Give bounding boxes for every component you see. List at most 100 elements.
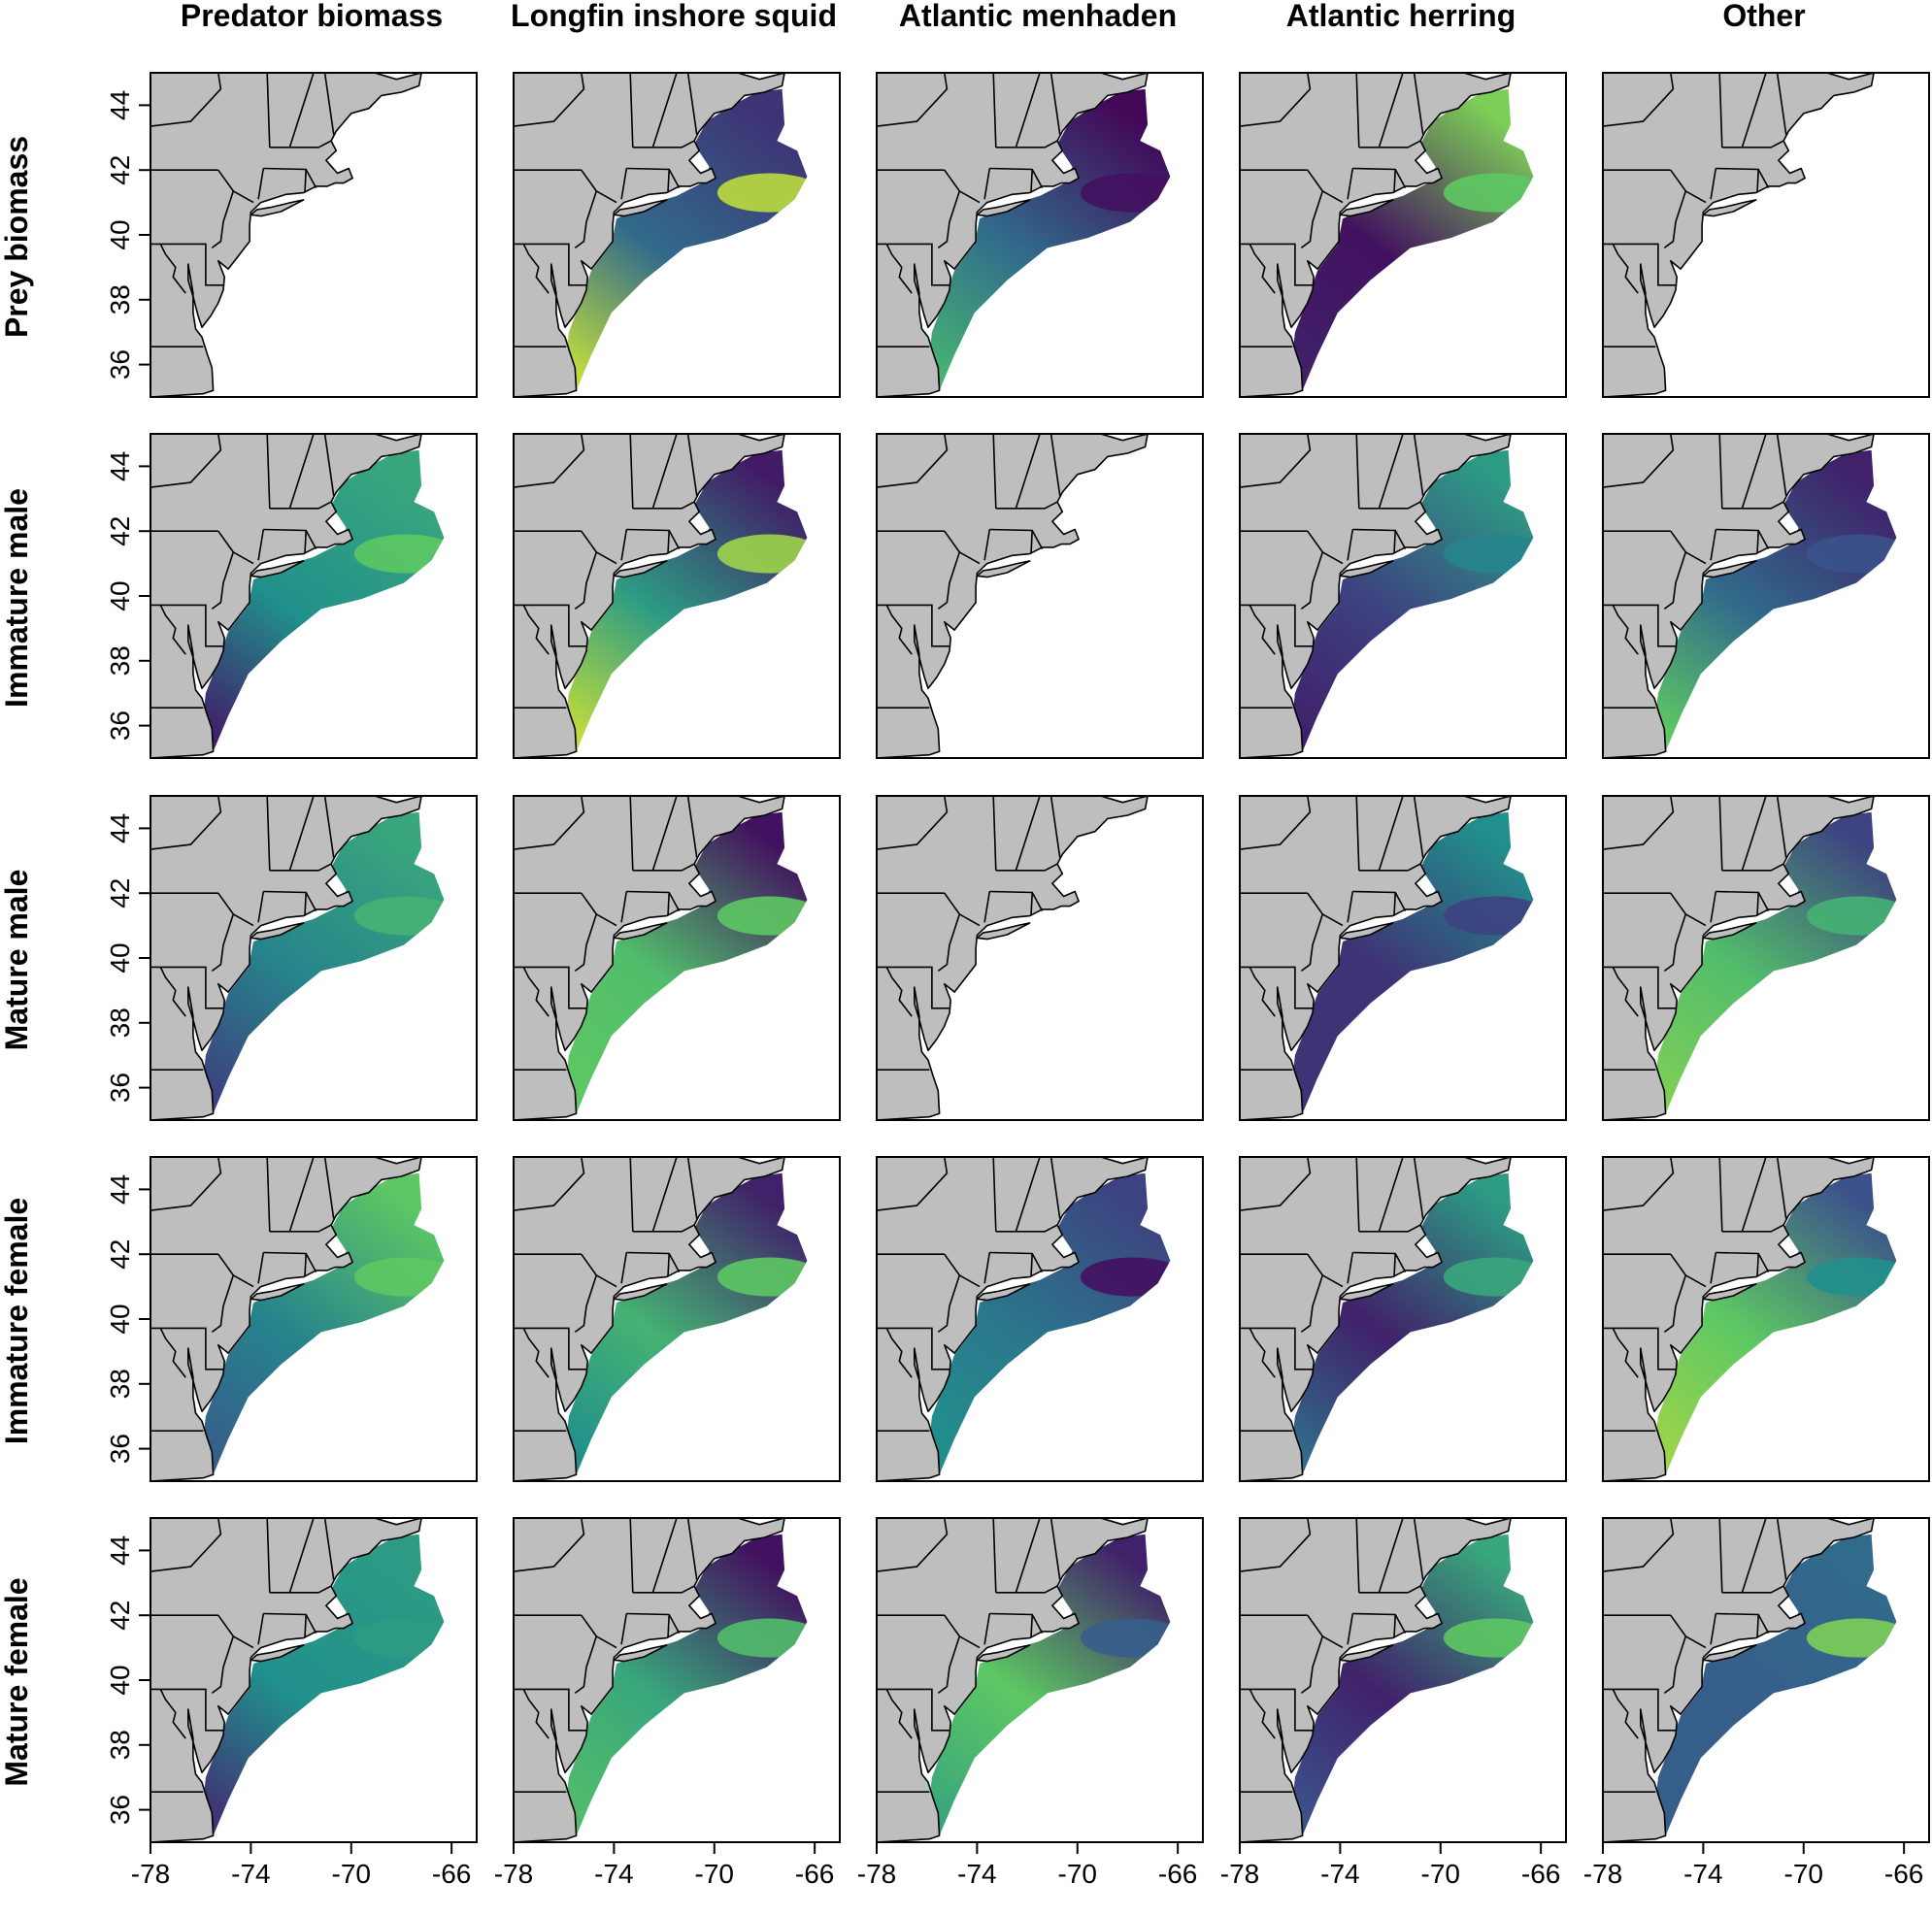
density-surface <box>1655 1534 1897 1836</box>
state-border <box>885 1328 913 1378</box>
state-border <box>629 73 634 148</box>
panel-frame <box>876 1517 1204 1843</box>
state-border <box>885 605 913 655</box>
state-border <box>288 73 315 149</box>
state-border <box>288 796 315 872</box>
state-border <box>1300 190 1324 249</box>
y-tick-label: 38 <box>105 645 135 676</box>
state-border <box>514 604 588 647</box>
x-tick-label: -70 <box>1784 1859 1823 1889</box>
state-border <box>288 1518 315 1594</box>
state-border <box>1347 529 1354 561</box>
panel-immature-female-atlantic-menhaden <box>876 1156 1204 1482</box>
state-border <box>1378 434 1404 510</box>
state-border <box>877 966 951 1009</box>
state-border <box>1612 244 1639 294</box>
state-border <box>1030 169 1033 193</box>
row-title-mature-male: Mature male <box>0 870 34 1051</box>
long-island <box>1339 199 1394 217</box>
state-border <box>620 891 628 923</box>
state-border <box>266 434 271 509</box>
state-border <box>1030 1253 1033 1277</box>
panel-prey-biomass-predator-biomass <box>150 72 478 398</box>
state-border <box>269 863 332 872</box>
georges-bank-area <box>1806 1618 1897 1658</box>
y-tick-label: 38 <box>105 1007 135 1038</box>
state-border <box>626 167 681 188</box>
panel-mature-male-atlantic-herring <box>1239 795 1567 1121</box>
georges-bank-area <box>716 1618 808 1658</box>
column-titles: Predator biomass Longfin inshore squid A… <box>181 0 1806 33</box>
row-title-mature-female: Mature female <box>0 1577 34 1786</box>
panel-mature-female-longfin-inshore-squid <box>513 1517 841 1843</box>
panel-frame <box>513 1156 841 1482</box>
state-border <box>266 796 271 871</box>
x-tick-label: -78 <box>1220 1859 1259 1889</box>
state-border <box>992 1157 997 1232</box>
state-border <box>632 1585 695 1594</box>
x-axis: -78 -74 -70 -66 -78 -74 -70 -66 -78 -74 -70 -66 -78-… <box>131 1842 1923 1889</box>
panel-frame <box>876 795 1204 1121</box>
density-surface <box>203 811 445 1114</box>
state-border <box>522 1689 550 1739</box>
state-border <box>1355 73 1360 148</box>
state-border <box>1240 1157 1312 1211</box>
panel-frame <box>513 433 841 759</box>
state-border <box>257 1252 265 1284</box>
state-border <box>1603 434 1675 488</box>
state-border <box>150 243 225 286</box>
x-tick-label: -74 <box>957 1859 996 1889</box>
state-border <box>1741 796 1767 872</box>
state-border <box>1393 1614 1396 1638</box>
state-border <box>1710 1252 1717 1284</box>
georges-bank-area <box>1080 173 1171 213</box>
state-border <box>211 190 235 249</box>
state-border <box>937 913 961 973</box>
state-border <box>1347 1252 1354 1284</box>
state-border <box>983 1613 991 1645</box>
x-tick-label: -78 <box>1583 1859 1622 1889</box>
density-surface <box>1655 811 1897 1114</box>
state-border <box>1358 1224 1421 1233</box>
state-border <box>1049 1157 1061 1219</box>
state-border <box>983 529 991 561</box>
state-border <box>1378 73 1404 149</box>
land-mass <box>150 1518 422 1842</box>
state-border <box>632 140 695 149</box>
state-border <box>1347 891 1354 923</box>
state-border <box>522 967 550 1017</box>
state-border <box>632 1224 695 1233</box>
state-border <box>629 434 634 509</box>
state-border <box>1603 1518 1675 1572</box>
state-border <box>522 605 550 655</box>
georges-bank-area <box>1443 1257 1534 1297</box>
state-border <box>1300 913 1324 973</box>
land-mass <box>1240 1157 1512 1481</box>
panel-frame <box>1602 433 1930 759</box>
state-border <box>1413 1518 1424 1580</box>
map-grid <box>150 72 1930 1843</box>
state-border <box>1603 73 1675 127</box>
x-tick-label: -70 <box>1421 1859 1460 1889</box>
land-mass <box>150 434 422 758</box>
density-surface <box>203 449 445 752</box>
state-border <box>211 1635 235 1695</box>
state-border <box>626 528 681 549</box>
row-title-prey-biomass: Prey biomass <box>0 136 34 338</box>
state-border <box>937 190 961 249</box>
state-border <box>686 796 698 858</box>
state-border <box>1718 73 1723 148</box>
land-mass <box>1240 434 1512 758</box>
state-border <box>1015 434 1041 510</box>
state-border <box>1670 169 1707 204</box>
state-border <box>1015 796 1041 872</box>
georges-bank-area <box>1443 534 1534 574</box>
state-border <box>1413 796 1424 858</box>
state-border <box>1240 1327 1315 1370</box>
state-border <box>1603 604 1678 647</box>
column-title-longfin-inshore-squid: Longfin inshore squid <box>511 0 837 33</box>
y-tick-label: 40 <box>105 942 135 973</box>
panel-immature-male-other <box>1602 433 1930 759</box>
state-border <box>1413 434 1424 496</box>
